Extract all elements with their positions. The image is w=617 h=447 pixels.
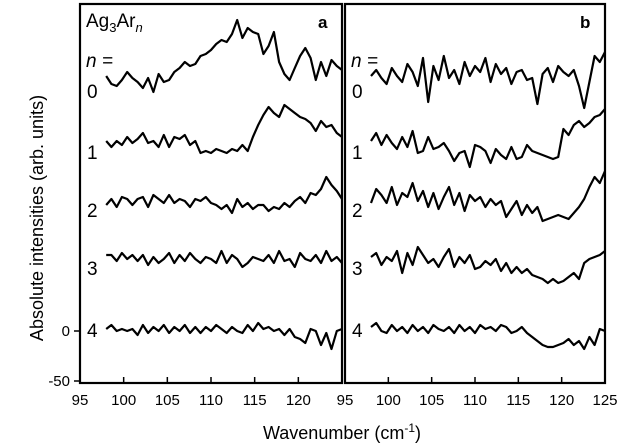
series-line-b-n1: [370, 108, 606, 169]
x-tick-label-b-95: 95: [337, 392, 354, 409]
y-tick-label--50: -50: [48, 373, 70, 390]
series-line-b-n3: [370, 245, 606, 285]
series-label-a-n1: 1: [87, 143, 98, 164]
x-tick-label-a-100: 100: [111, 392, 136, 409]
series-label-a-n2: 2: [87, 201, 98, 222]
x-tick-label-b-125: 125: [592, 392, 617, 409]
series-line-b-n4: [370, 321, 606, 351]
series-label-b-n3: 3: [352, 259, 363, 280]
series-label-a-n0: 0: [87, 82, 98, 103]
panel-a-n-header: n =: [86, 51, 113, 72]
panel-b-frame: [343, 2, 607, 385]
series-line-a-n3: [106, 249, 343, 269]
x-tick-label-a-105: 105: [155, 392, 180, 409]
series-label-a-n4: 4: [87, 321, 98, 342]
series-label-b-n0: 0: [352, 82, 363, 103]
y-tick-label-0: 0: [62, 323, 70, 340]
x-tick-label-a-95: 95: [72, 392, 89, 409]
series-line-a-n2: [105, 175, 343, 215]
x-tick-label-a-115: 115: [243, 392, 267, 409]
series-line-b-n0: [370, 51, 606, 110]
series-line-b-n2: [369, 170, 607, 223]
series-label-b-n2: 2: [352, 201, 363, 222]
x-tick-label-a-120: 120: [286, 392, 311, 409]
panel-a-title: Ag3Arn: [86, 11, 143, 35]
panel-b-letter: b: [580, 13, 590, 32]
panel-a-letter: a: [318, 13, 328, 32]
panel-a-frame: [78, 2, 344, 385]
x-tick-label-b-110: 110: [463, 392, 487, 409]
x-tick-label-b-105: 105: [419, 392, 444, 409]
x-tick-label-b-115: 115: [506, 392, 530, 409]
x-tick-label-b-100: 100: [376, 392, 401, 409]
series-label-b-n4: 4: [352, 321, 363, 342]
x-tick-label-a-110: 110: [199, 392, 223, 409]
y-axis-label: Absolute intensities (arb. units): [27, 95, 47, 341]
series-label-b-n1: 1: [352, 143, 363, 164]
series-label-a-n3: 3: [87, 259, 98, 280]
x-axis-label: Wavenumber (cm-1): [263, 421, 421, 443]
panel-b-n-header: n =: [351, 51, 378, 72]
series-line-a-n0: [105, 18, 343, 94]
series-line-a-n4: [105, 321, 343, 351]
x-tick-label-b-120: 120: [549, 392, 574, 409]
series-line-a-n1: [105, 103, 343, 155]
